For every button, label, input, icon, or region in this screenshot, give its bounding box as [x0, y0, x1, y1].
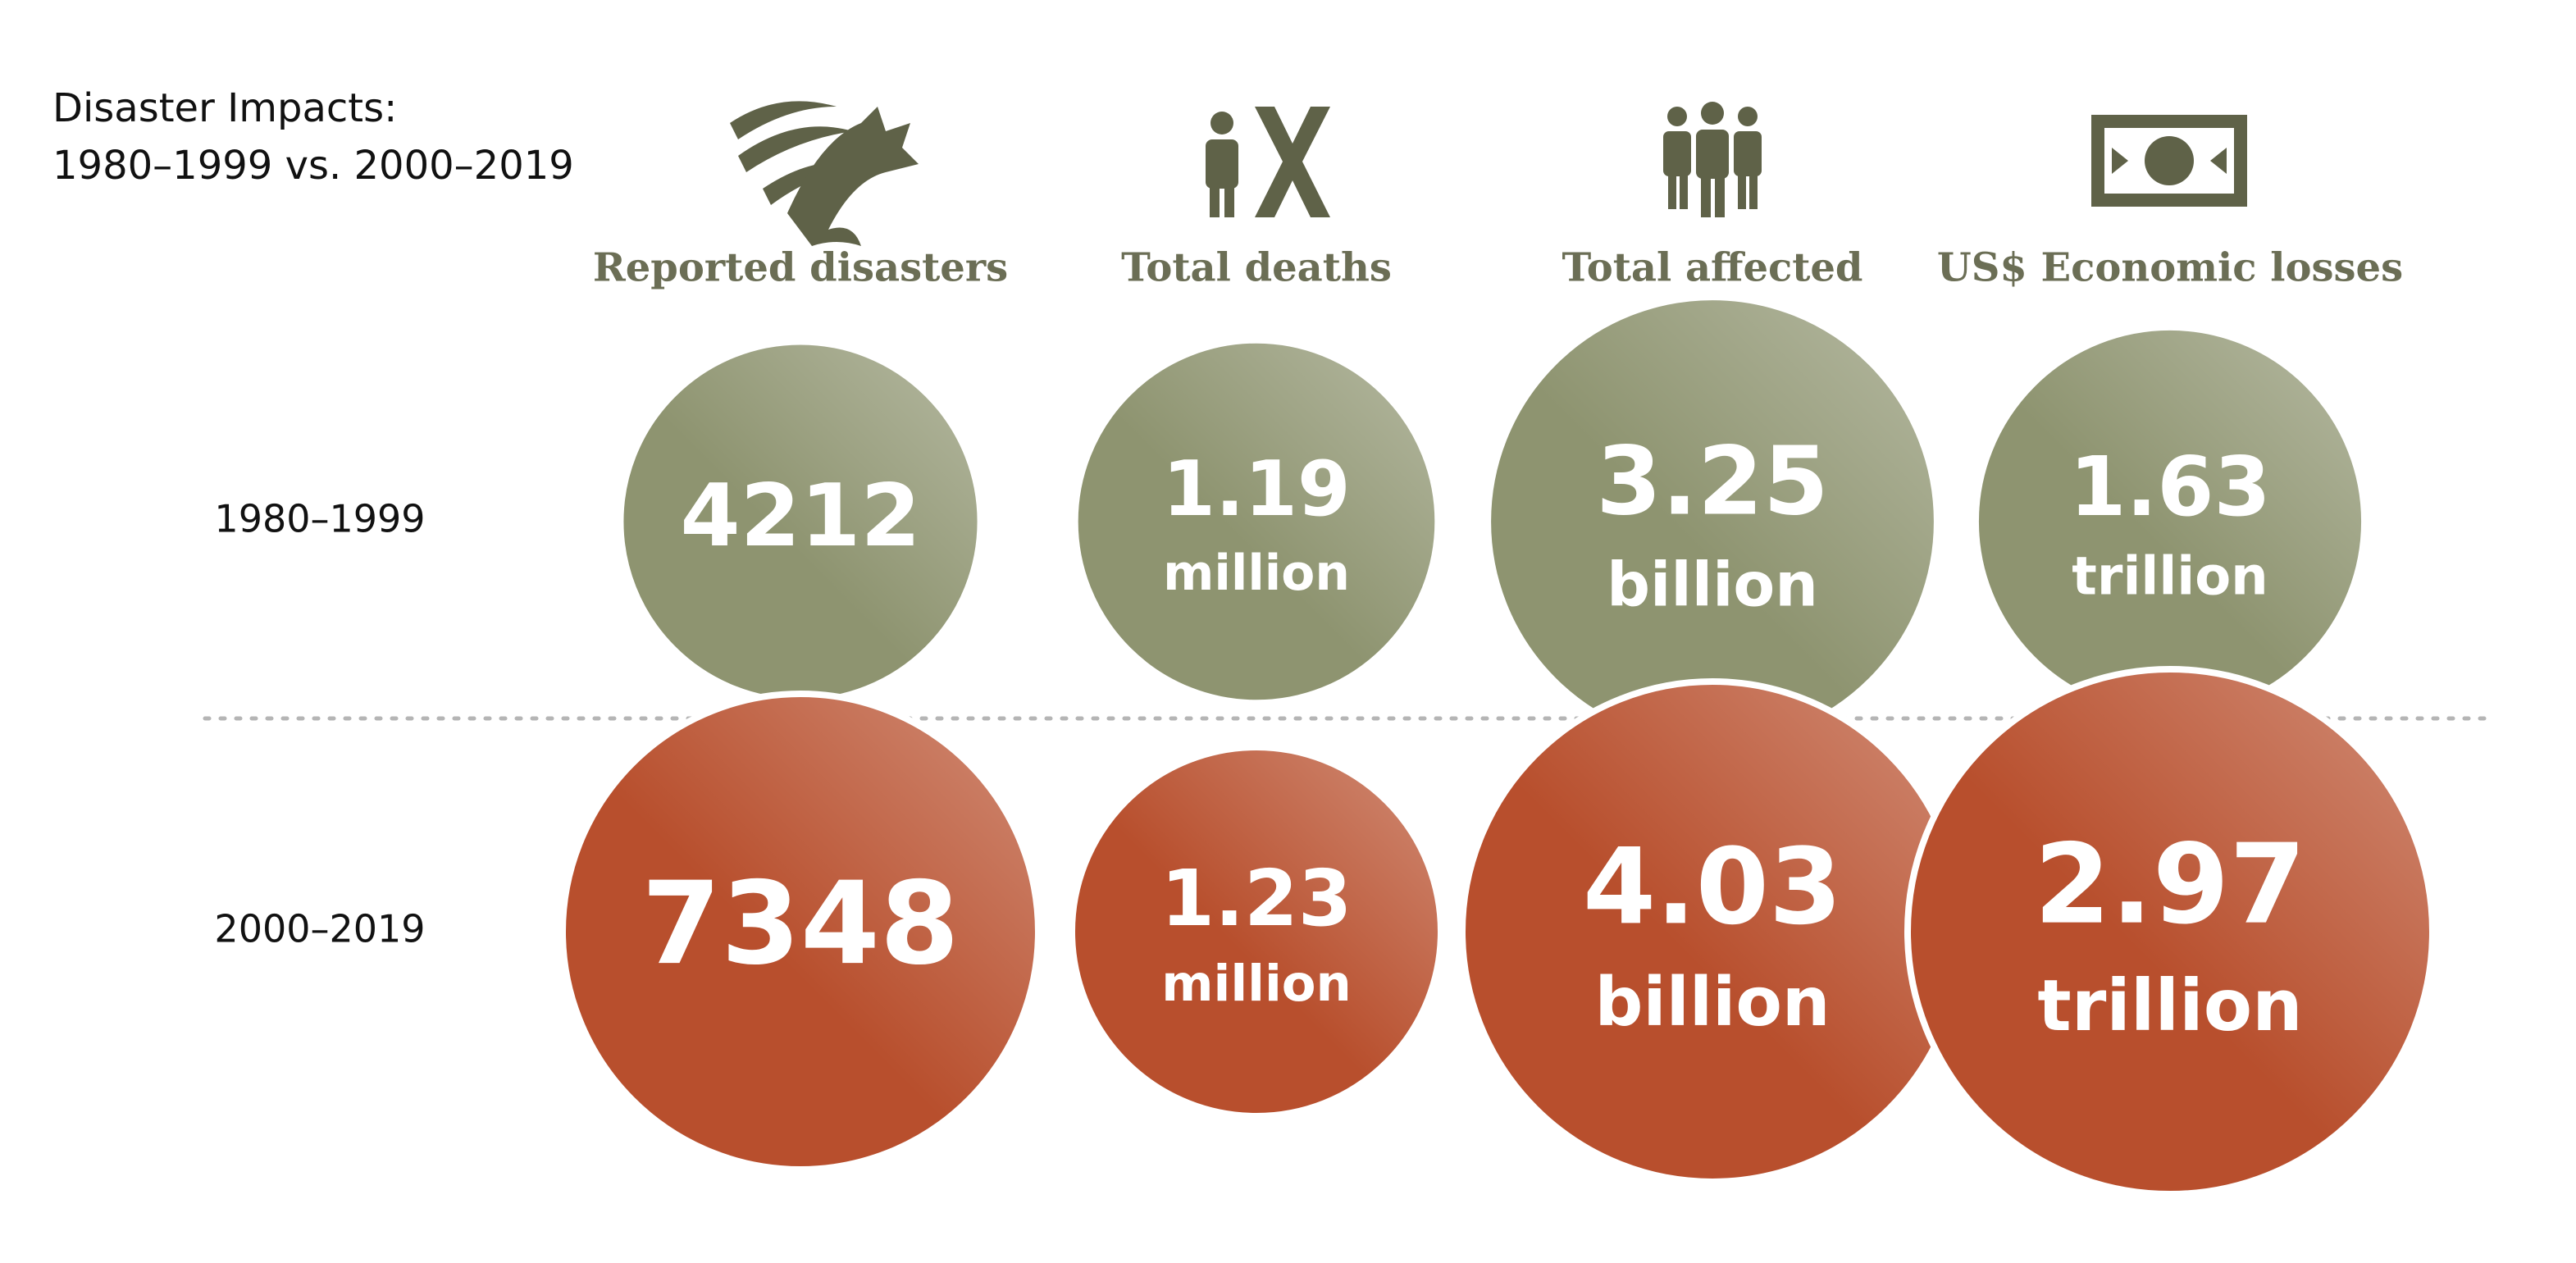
bubble-value: 7348 [641, 857, 959, 990]
deaths-icon [1206, 107, 1330, 217]
bubble-shine [620, 341, 981, 702]
metric-label: Total affected [1562, 245, 1863, 291]
title: Disaster Impacts: [52, 85, 397, 131]
bubble-unit: trillion [2037, 965, 2302, 1047]
subtitle: 1980–1999 vs. 2000–2019 [52, 143, 574, 189]
bubble-unit: million [1163, 545, 1350, 602]
bubble-shine [1072, 747, 1441, 1116]
bubble-group: 1.19 million [1071, 336, 1442, 707]
bubble-unit: billion [1607, 550, 1818, 621]
metric-label: Total deaths [1121, 245, 1392, 291]
storm-icon [730, 101, 919, 246]
period-label: 2000–2019 [214, 907, 425, 951]
bubble-group: 4212 [617, 338, 984, 705]
period-label: 1980–1999 [214, 497, 425, 541]
bubble-unit: million [1161, 955, 1352, 1013]
bubble-group: 7348 [559, 691, 1042, 1173]
money-icon [2091, 115, 2247, 207]
bubble-value: 1.23 [1160, 854, 1352, 944]
bubble-shine [1975, 326, 2365, 717]
metric-label: US$ Economic losses [1937, 245, 2403, 291]
bubble-group: 1.23 million [1069, 744, 1444, 1119]
bubble-value: 2.97 [2034, 820, 2306, 949]
bubble-unit: billion [1594, 964, 1830, 1042]
icons [730, 101, 2247, 246]
bubble-shine [1488, 297, 1937, 746]
bubble-shine [1462, 682, 1963, 1182]
bubble-group: 4.03 billion [1459, 678, 1966, 1185]
bubble-value: 4.03 [1583, 826, 1842, 948]
metric-label: Reported disasters [593, 245, 1008, 291]
affected-icon [1663, 102, 1762, 217]
bubble-value: 3.25 [1596, 427, 1829, 537]
bubble-value: 4212 [680, 465, 920, 566]
bubble-unit: trillion [2072, 547, 2268, 608]
bubble-group: 2.97 trillion [1904, 666, 2436, 1197]
bubble-value: 1.63 [2069, 440, 2271, 535]
bubble-shine [1074, 340, 1438, 704]
bubble-shine [563, 694, 1038, 1170]
bubble-group: 1.63 trillion [1972, 323, 2369, 720]
bubble-value: 1.19 [1162, 445, 1350, 533]
bubble-shine [1908, 669, 2432, 1194]
